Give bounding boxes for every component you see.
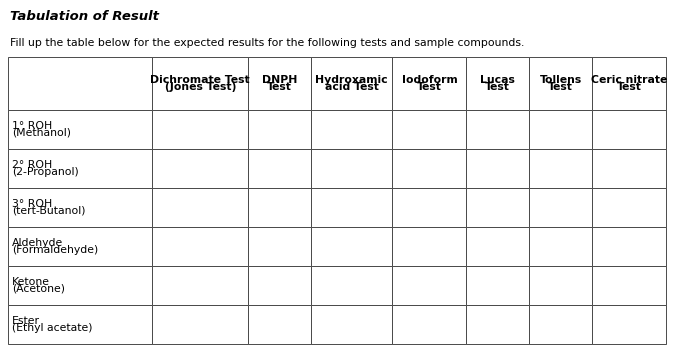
Bar bbox=[8, 305, 152, 344]
Bar bbox=[592, 305, 666, 344]
Text: (Jones Test): (Jones Test) bbox=[164, 82, 236, 92]
Bar bbox=[529, 188, 592, 227]
Bar bbox=[592, 227, 666, 266]
Bar bbox=[248, 110, 311, 149]
Text: DNPH: DNPH bbox=[262, 75, 297, 85]
Bar bbox=[311, 110, 392, 149]
Bar bbox=[8, 227, 152, 266]
Bar bbox=[248, 149, 311, 188]
Bar bbox=[248, 266, 311, 305]
Bar bbox=[592, 188, 666, 227]
Text: Hydroxamic: Hydroxamic bbox=[315, 75, 388, 85]
Bar bbox=[592, 110, 666, 149]
Bar bbox=[248, 188, 311, 227]
Text: (Methanol): (Methanol) bbox=[12, 128, 71, 138]
Text: Ketone: Ketone bbox=[12, 277, 50, 287]
Bar bbox=[529, 110, 592, 149]
Bar bbox=[8, 188, 152, 227]
Bar bbox=[311, 305, 392, 344]
Bar bbox=[529, 57, 592, 110]
Text: Tollens: Tollens bbox=[539, 75, 582, 85]
Bar bbox=[466, 227, 529, 266]
Bar bbox=[248, 57, 311, 110]
Bar bbox=[152, 188, 248, 227]
Bar bbox=[466, 305, 529, 344]
Bar bbox=[311, 266, 392, 305]
Text: Fill up the table below for the expected results for the following tests and sam: Fill up the table below for the expected… bbox=[10, 38, 524, 48]
Bar bbox=[152, 57, 248, 110]
Text: Test: Test bbox=[485, 82, 510, 92]
Text: 2° ROH: 2° ROH bbox=[12, 160, 53, 170]
Text: Aldehyde: Aldehyde bbox=[12, 238, 63, 248]
Bar bbox=[529, 227, 592, 266]
Bar bbox=[592, 149, 666, 188]
Text: acid Test: acid Test bbox=[325, 82, 379, 92]
Bar bbox=[8, 110, 152, 149]
Bar bbox=[8, 57, 152, 110]
Text: 1° ROH: 1° ROH bbox=[12, 121, 53, 131]
Text: Test: Test bbox=[617, 82, 642, 92]
Bar bbox=[392, 227, 466, 266]
Bar bbox=[466, 266, 529, 305]
Bar bbox=[311, 188, 392, 227]
Bar bbox=[152, 305, 248, 344]
Bar bbox=[466, 188, 529, 227]
Bar bbox=[152, 266, 248, 305]
Text: Dichromate Test: Dichromate Test bbox=[150, 75, 250, 85]
Bar bbox=[311, 227, 392, 266]
Bar bbox=[392, 188, 466, 227]
Bar bbox=[152, 149, 248, 188]
Text: Iodoform: Iodoform bbox=[402, 75, 457, 85]
Text: Ester: Ester bbox=[12, 316, 40, 326]
Bar bbox=[592, 57, 666, 110]
Bar bbox=[529, 149, 592, 188]
Bar bbox=[529, 266, 592, 305]
Bar bbox=[311, 149, 392, 188]
Text: 3° ROH: 3° ROH bbox=[12, 199, 53, 209]
Text: Test: Test bbox=[548, 82, 573, 92]
Text: (2-Propanol): (2-Propanol) bbox=[12, 167, 79, 177]
Bar bbox=[392, 149, 466, 188]
Text: Test: Test bbox=[268, 82, 292, 92]
Bar bbox=[152, 110, 248, 149]
Bar bbox=[152, 227, 248, 266]
Bar bbox=[248, 227, 311, 266]
Bar bbox=[392, 110, 466, 149]
Text: Lucas: Lucas bbox=[481, 75, 515, 85]
Bar bbox=[466, 110, 529, 149]
Bar bbox=[311, 57, 392, 110]
Bar bbox=[392, 57, 466, 110]
Text: (Acetone): (Acetone) bbox=[12, 284, 65, 294]
Bar bbox=[392, 266, 466, 305]
Text: Test: Test bbox=[417, 82, 442, 92]
Bar bbox=[592, 266, 666, 305]
Text: (Formaldehyde): (Formaldehyde) bbox=[12, 245, 98, 255]
Text: Tabulation of Result: Tabulation of Result bbox=[10, 10, 159, 23]
Text: (Ethyl acetate): (Ethyl acetate) bbox=[12, 323, 92, 333]
Text: (tert-Butanol): (tert-Butanol) bbox=[12, 206, 86, 216]
Bar bbox=[248, 305, 311, 344]
Bar bbox=[466, 57, 529, 110]
Bar bbox=[8, 149, 152, 188]
Text: Ceric nitrate: Ceric nitrate bbox=[591, 75, 667, 85]
Bar bbox=[466, 149, 529, 188]
Bar bbox=[529, 305, 592, 344]
Bar bbox=[392, 305, 466, 344]
Bar bbox=[8, 266, 152, 305]
